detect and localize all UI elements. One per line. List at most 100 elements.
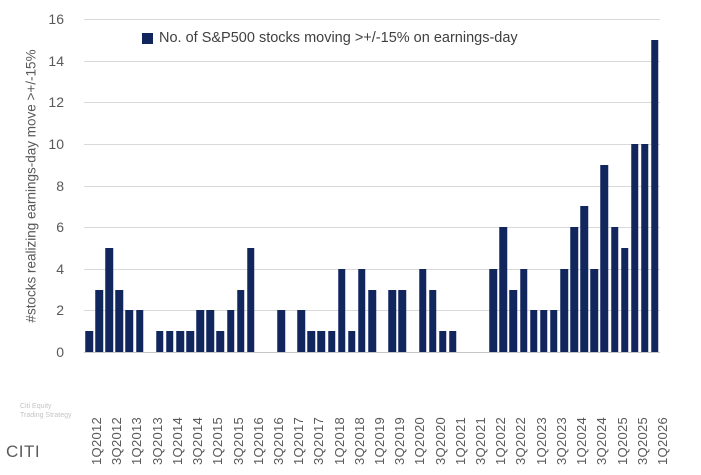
bar-2Q2014: [176, 331, 184, 352]
gridline: [84, 268, 660, 270]
bar-3Q2022: [509, 289, 518, 352]
bar-3Q2024: [590, 268, 599, 352]
x-tick-label: 1Q2013: [129, 416, 145, 465]
x-tick-label: 3Q2014: [190, 416, 206, 465]
x-tick-label: 3Q2017: [311, 416, 327, 465]
bar-2Q2013: [135, 310, 144, 352]
x-tick-label: 1Q2014: [169, 416, 185, 465]
bar-3Q2019: [388, 289, 396, 352]
bar-1Q2025: [610, 227, 619, 352]
bar-1Q2012: [85, 331, 93, 352]
bar-1Q2015: [206, 310, 215, 352]
bar-1Q2013: [125, 310, 134, 352]
bar-2Q2025: [620, 247, 629, 352]
legend-swatch-icon: [142, 33, 153, 44]
bar-4Q2024: [600, 164, 609, 352]
bar-1Q2024: [570, 227, 578, 352]
gridline: [84, 185, 660, 187]
x-tick-label: 3Q2013: [149, 416, 165, 465]
bar-1Q2026: [651, 39, 659, 352]
y-tick-label: 6: [56, 219, 64, 236]
bar-1Q2018: [327, 331, 336, 352]
plot-area: [84, 19, 660, 353]
x-tick-label: 3Q2020: [432, 416, 448, 465]
x-tick-label: 1Q2024: [574, 416, 590, 465]
y-tick-label: 12: [48, 94, 64, 111]
x-tick-label: 1Q2026: [654, 416, 670, 465]
gridline: [84, 227, 660, 229]
x-tick-label: 1Q2019: [372, 416, 387, 465]
legend: No. of S&P500 stocks moving >+/-15% on e…: [142, 30, 518, 46]
x-tick-label: 1Q2016: [250, 416, 266, 465]
y-tick-label: 14: [48, 52, 64, 69]
x-tick-label: 1Q2022: [493, 416, 509, 465]
x-tick-label: 1Q2025: [614, 416, 630, 465]
x-tick-label: 1Q2017: [291, 416, 307, 465]
gridline: [84, 19, 660, 20]
bar-4Q2012: [115, 289, 124, 352]
y-tick-label: 10: [48, 135, 64, 152]
bar-4Q2025: [641, 143, 649, 352]
watermark: Citi Equity Trading Strategy: [20, 402, 72, 420]
bar-4Q2018: [358, 268, 366, 352]
x-tick-label: 1Q2012: [89, 416, 105, 465]
x-tick-label: 3Q2019: [392, 416, 408, 465]
x-tick-label: 3Q2018: [351, 416, 367, 465]
x-tick-label: 3Q2021: [473, 416, 489, 465]
bar-4Q2019: [398, 289, 407, 352]
bar-4Q2015: [236, 289, 245, 352]
y-tick-label: 16: [48, 11, 64, 27]
bar-1Q2023: [529, 310, 538, 352]
bar-2Q2020: [418, 268, 427, 352]
bar-1Q2016: [246, 247, 255, 352]
bar-2Q2018: [337, 268, 346, 352]
watermark-line1: Citi Equity: [20, 403, 52, 410]
bar-3Q2017: [307, 331, 316, 352]
x-tick-label: 3Q2012: [109, 416, 125, 465]
gridline: [84, 143, 660, 145]
bar-4Q2013: [156, 331, 164, 352]
bar-4Q2022: [519, 268, 528, 352]
bar-2Q2017: [297, 310, 305, 352]
x-tick-label: 1Q2021: [452, 416, 468, 465]
x-tick-label: 3Q2025: [634, 416, 650, 465]
x-tick-label: 1Q2015: [210, 416, 226, 465]
legend-label: No. of S&P500 stocks moving >+/-15% on e…: [159, 30, 518, 46]
bar-4Q2020: [438, 331, 447, 352]
bar-3Q2015: [226, 310, 235, 352]
bar-1Q2021: [449, 331, 457, 352]
bar-2Q2015: [216, 331, 225, 352]
bar-3Q2014: [186, 331, 194, 352]
x-axis-tick-labels: 1Q2012 3Q2012 1Q2013 3Q2013 1Q2014 3Q2014 1Q20…: [84, 357, 670, 465]
x-tick-label: 3Q2016: [270, 416, 286, 465]
bar-4Q2023: [560, 268, 568, 352]
x-tick-label: 3Q2022: [513, 416, 529, 465]
gridline: [84, 60, 660, 62]
x-tick-label: 1Q2018: [331, 416, 347, 465]
bar-4Q2017: [317, 331, 326, 352]
bar-2Q2012: [95, 289, 103, 352]
y-tick-label: 4: [56, 260, 64, 277]
bar-2Q2022: [499, 227, 508, 352]
x-axis-line: [84, 352, 660, 353]
bar-3Q2025: [630, 143, 639, 352]
bar-3Q2020: [428, 289, 437, 352]
gridline: [84, 102, 660, 104]
bar-1Q2022: [489, 268, 497, 352]
bar-2Q2024: [580, 206, 588, 352]
bar-4Q2016: [277, 310, 285, 352]
watermark-line2: Trading Strategy: [20, 412, 72, 419]
bar-3Q2018: [348, 331, 356, 352]
bar-1Q2014: [166, 331, 174, 352]
bar-3Q2023: [550, 310, 558, 352]
brand-logo: CITI: [6, 442, 41, 461]
y-tick-label: 0: [56, 344, 64, 360]
x-tick-label: 3Q2024: [594, 416, 610, 465]
x-tick-label: 3Q2023: [553, 416, 569, 465]
y-tick-label: 8: [56, 177, 64, 194]
x-tick-label: 1Q2023: [533, 416, 549, 465]
y-axis-tick-labels: 0 2 4 6 8 10 12 14 16: [0, 11, 72, 360]
bar-1Q2019: [368, 289, 376, 352]
x-tick-label: 3Q2015: [230, 416, 246, 465]
